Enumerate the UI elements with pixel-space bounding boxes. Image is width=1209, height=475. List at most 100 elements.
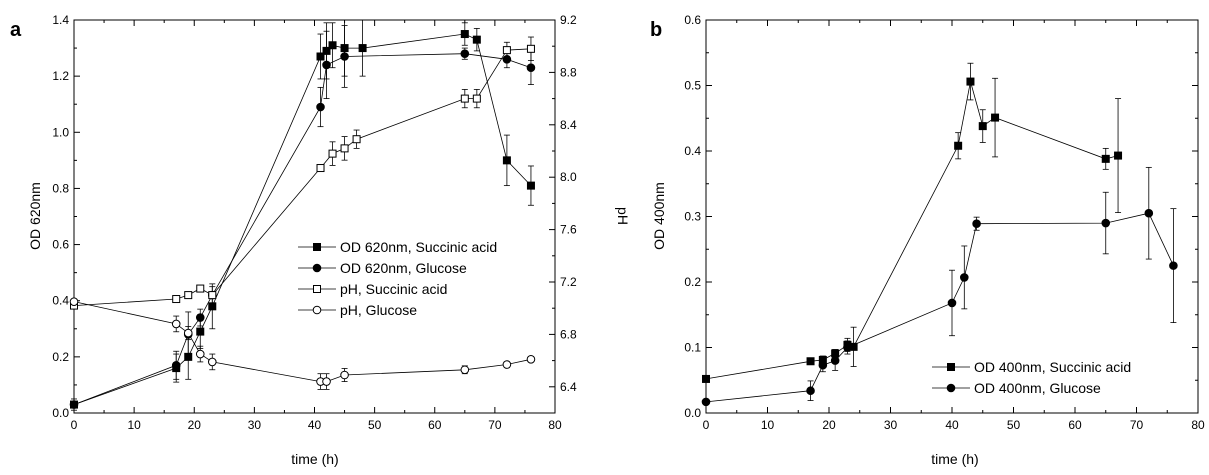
panel-a-legend-label: pH, Glucose <box>340 302 417 318</box>
panel-b-y-tick-label: 0.5 <box>684 79 701 93</box>
panel-a-y2-tick-label: 8.0 <box>560 170 577 184</box>
panel-a-data-point <box>352 135 361 144</box>
panel-a-data-point <box>172 295 181 304</box>
panel-a-y2-tick-label: 8.4 <box>560 118 577 132</box>
panel-b-y-tick-label: 0.0 <box>684 406 701 420</box>
panel-a: a time (h) OD 620nm pH 0 10 20 30 40 50 60 70 80… <box>10 13 631 467</box>
panel-a-data-point <box>195 313 205 322</box>
panel-b-legend-marker <box>947 363 955 371</box>
panel-b-legend-label: OD 400nm, Succinic acid <box>974 359 1131 375</box>
panel-a-legend-marker <box>312 263 322 273</box>
panel-b-x-tick-label: 30 <box>884 418 898 432</box>
panel-a-data-point <box>316 102 325 112</box>
panel-b-series-2 <box>701 166 1178 407</box>
panel-b-x-tick-label: 40 <box>945 418 959 432</box>
panel-a-data-point <box>208 291 217 300</box>
panel-a-data-point <box>340 370 349 380</box>
panel-a-letter: a <box>10 19 22 41</box>
panel-a-legend-marker <box>313 243 321 251</box>
panel-a-data-point <box>69 297 79 306</box>
panel-a-legend-label: pH, Succinic acid <box>340 281 447 297</box>
panel-a-data-point <box>460 49 470 58</box>
panel-a-data-point <box>328 149 337 158</box>
panel-b-x-tick-label: 60 <box>1068 418 1082 432</box>
panel-b-data-point <box>1144 208 1154 218</box>
panel-a-data-point <box>340 52 349 61</box>
panel-b-legend-label: OD 400nm, Glucose <box>974 380 1101 396</box>
panel-a-series-3 <box>70 36 535 310</box>
panel-a-x-tick-label: 30 <box>248 418 262 432</box>
panel-a-data-point <box>328 41 337 50</box>
panel-a-y-tick-label: 0.4 <box>52 294 69 308</box>
panel-b-data-point <box>972 219 981 229</box>
panel-b-letter: b <box>650 19 662 41</box>
panel-a-x-tick-label: 0 <box>71 418 78 432</box>
panel-b-x-tick-label: 80 <box>1191 418 1205 432</box>
panel-a-y-tick-label: 1.4 <box>52 13 69 27</box>
panel-b-x-tick-label: 10 <box>761 418 775 432</box>
panel-a-y-tick-label: 0.8 <box>52 181 69 195</box>
panel-a-x-tick-label: 20 <box>188 418 202 432</box>
panel-b-data-point <box>966 77 975 86</box>
panel-a-y2-tick-label: 7.2 <box>560 275 577 289</box>
panel-b-y-axis-title: OD 400nm <box>651 182 667 250</box>
panel-a-x-tick-label: 40 <box>308 418 322 432</box>
panel-b-legend-marker <box>946 383 956 393</box>
panel-a-y2-axis-title: pH <box>615 207 631 225</box>
panel-a-legend-label: OD 620nm, Glucose <box>340 260 467 276</box>
panel-b-y-tick-label: 0.4 <box>684 144 701 158</box>
panel-b-data-point <box>843 343 852 352</box>
panel-b-y-tick-label: 0.2 <box>684 275 701 289</box>
panel-a-x-tick-label: 10 <box>127 418 141 432</box>
panel-b-x-tick-label: 50 <box>1007 418 1021 432</box>
panel-b-data-point <box>954 141 963 150</box>
panel-a-data-point <box>322 377 331 386</box>
panel-a-y-tick-label: 1.0 <box>52 125 69 139</box>
panel-a-series-line <box>73 53 532 405</box>
panel-b-y-tick-label: 0.3 <box>684 210 701 224</box>
panel-a-data-point <box>526 181 535 190</box>
panel-a-data-point <box>171 360 181 370</box>
panel-a-data-point <box>196 327 205 336</box>
panel-a-data-point <box>358 44 367 53</box>
panel-b-data-point <box>830 356 840 365</box>
panel-a-data-point <box>195 349 205 359</box>
panel-a-x-tick-label: 80 <box>548 418 562 432</box>
panel-a-y-tick-label: 0.2 <box>52 350 69 364</box>
panel-b-data-point <box>701 397 711 407</box>
panel-b-data-point <box>960 273 969 282</box>
panel-b-y-tick-label: 0.1 <box>684 341 701 355</box>
panel-a-series-4 <box>69 297 536 390</box>
panel-a-y2-tick-label: 6.8 <box>560 327 577 341</box>
panel-a-data-point <box>526 44 535 53</box>
panel-a-data-point <box>502 360 512 369</box>
panel-b-y-tick-label: 0.6 <box>684 13 701 27</box>
panel-b-data-point <box>991 113 1000 122</box>
panel-b-plot-frame <box>705 19 1199 414</box>
panel-b-data-point <box>818 360 828 370</box>
panel-a-y2-tick-label: 7.6 <box>560 223 577 237</box>
panel-a-data-point <box>183 328 193 338</box>
panel-a-data-point <box>526 63 536 73</box>
panel-a-data-point <box>460 94 469 103</box>
panel-a-series-1 <box>70 20 535 411</box>
panel-a-y2-tick-label: 8.8 <box>560 65 577 79</box>
panel-a-data-point <box>502 156 511 165</box>
panel-a-y-tick-label: 0.6 <box>52 238 69 252</box>
panel-b-x-tick-label: 70 <box>1130 418 1144 432</box>
panel-a-plot-frame <box>73 19 556 414</box>
panel-a-y2-tick-label: 6.4 <box>560 380 577 394</box>
panel-a-legend-marker <box>313 285 321 293</box>
panel-a-x-axis-title: time (h) <box>291 451 338 467</box>
panel-a-x-tick-label: 70 <box>488 418 502 432</box>
panel-a-data-point <box>460 30 469 39</box>
panel-a-data-point <box>184 291 193 300</box>
panel-a-data-point <box>340 144 349 153</box>
panel-a-data-point <box>472 35 481 44</box>
panel-a-legend-marker <box>312 305 322 315</box>
panel-b-data-point <box>978 122 987 131</box>
panel-a-y-tick-label: 1.2 <box>52 69 69 83</box>
panel-b-series-1 <box>702 62 1123 383</box>
panel-b-data-point <box>806 357 815 366</box>
